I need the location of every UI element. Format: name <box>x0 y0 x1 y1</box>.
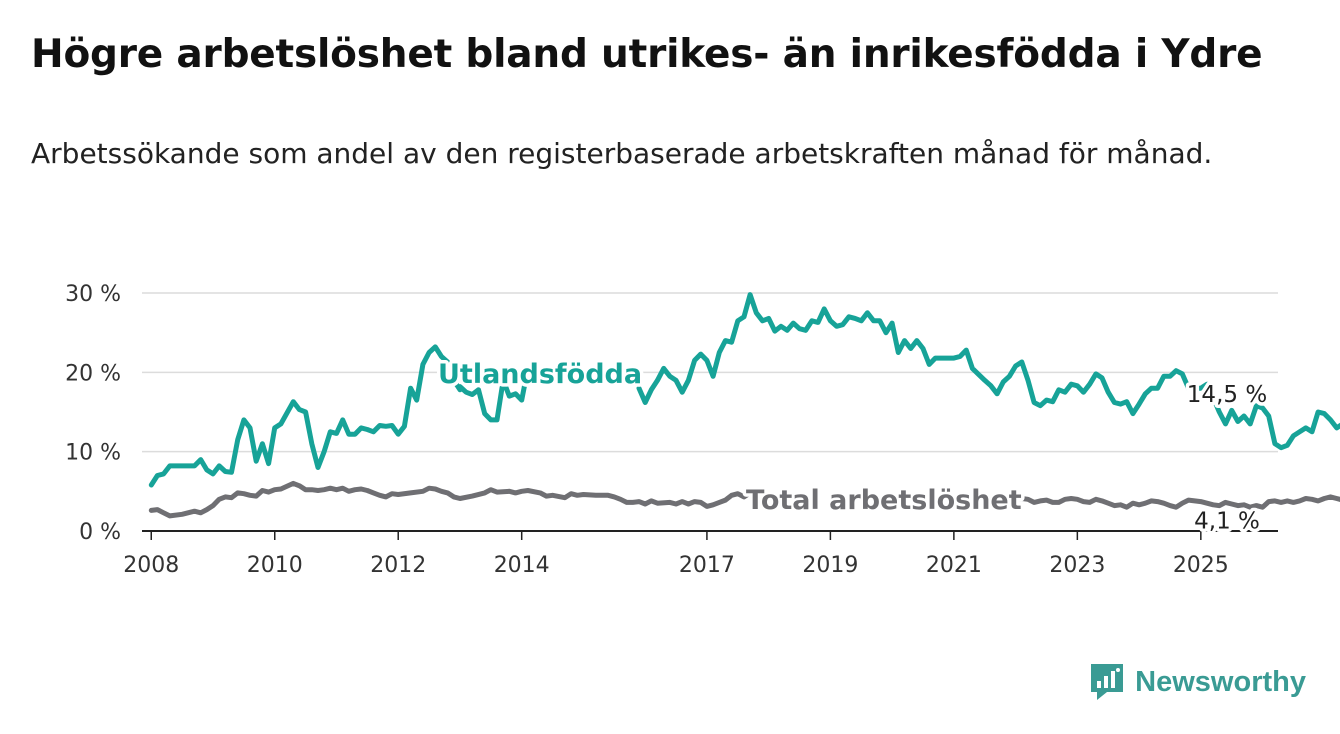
series-line-total-arbetsl-shet <box>148 480 775 519</box>
x-tick-label: 2014 <box>494 553 550 578</box>
end-value-label-total: 4,1 % <box>1194 508 1260 534</box>
series-line-utlandsf-dda <box>457 377 528 423</box>
y-tick-label: 10 % <box>65 441 121 466</box>
x-tick-label: 2023 <box>1049 553 1105 578</box>
chart-title: Högre arbetslöshet bland utrikes- än inr… <box>31 32 1263 77</box>
series-line-utlandsf-dda <box>148 344 463 488</box>
series-line-total-arbetsl-shet <box>1010 494 1340 510</box>
newsworthy-logo-text: Newsworthy <box>1135 665 1306 698</box>
series-lines <box>148 292 1340 519</box>
y-tick-label: 20 % <box>65 361 121 386</box>
series-label-total: Total arbetslöshet <box>746 485 1022 516</box>
x-tick-label: 2021 <box>926 553 982 578</box>
series-line-utlandsf-dda <box>636 292 1340 451</box>
chart-subtitle: Arbetssökande som andel av den registerb… <box>31 137 1213 170</box>
y-tick-label: 0 % <box>79 520 121 545</box>
series-label-utlandsfodda: Utlandsfödda <box>438 359 642 390</box>
newsworthy-logo: Newsworthy <box>1089 662 1306 702</box>
axes: 0 % 10 % 20 % 30 % 2008 2010 2012 2014 2017 2019 2… <box>65 282 1229 578</box>
x-tick-label: 2017 <box>679 553 735 578</box>
x-tick-label: 2012 <box>370 553 426 578</box>
series-labels: Utlandsfödda Total arbetslöshet 14,5 % 4,1 … <box>435 356 1271 538</box>
x-tick-label: 2008 <box>123 553 179 578</box>
gridlines <box>142 292 1278 532</box>
x-tick-label: 2010 <box>247 553 303 578</box>
x-tick-label: 2019 <box>802 553 858 578</box>
x-tick-label: 2025 <box>1173 553 1229 578</box>
end-value-label-utlandsfodda: 14,5 % <box>1187 382 1267 408</box>
newsworthy-logo-icon <box>1091 664 1124 700</box>
y-tick-label: 30 % <box>65 282 121 307</box>
